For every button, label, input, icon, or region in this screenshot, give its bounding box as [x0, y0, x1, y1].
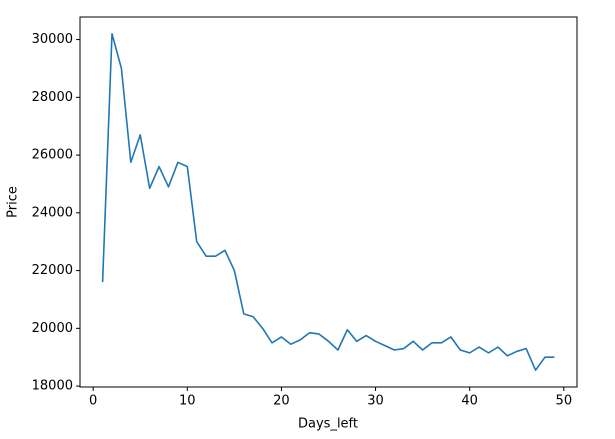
x-tick-label: 50 — [556, 394, 573, 409]
y-tick-label: 30000 — [32, 32, 73, 47]
x-tick-label: 0 — [89, 394, 97, 409]
y-tick-label: 22000 — [32, 263, 73, 278]
y-tick-label: 24000 — [32, 205, 73, 220]
y-axis-label: Price — [6, 186, 21, 218]
y-tick-label: 18000 — [32, 379, 73, 394]
plot-frame — [79, 16, 578, 388]
x-axis-label: Days_left — [298, 417, 358, 432]
y-tick-label: 20000 — [32, 321, 73, 336]
x-tick-label: 10 — [179, 394, 196, 409]
x-tick-label: 30 — [367, 394, 384, 409]
data-line — [101, 33, 555, 371]
x-tick-label: 40 — [461, 394, 478, 409]
x-tick-label: 20 — [273, 394, 290, 409]
y-tick-label: 26000 — [32, 148, 73, 163]
y-tick-label: 28000 — [32, 90, 73, 105]
